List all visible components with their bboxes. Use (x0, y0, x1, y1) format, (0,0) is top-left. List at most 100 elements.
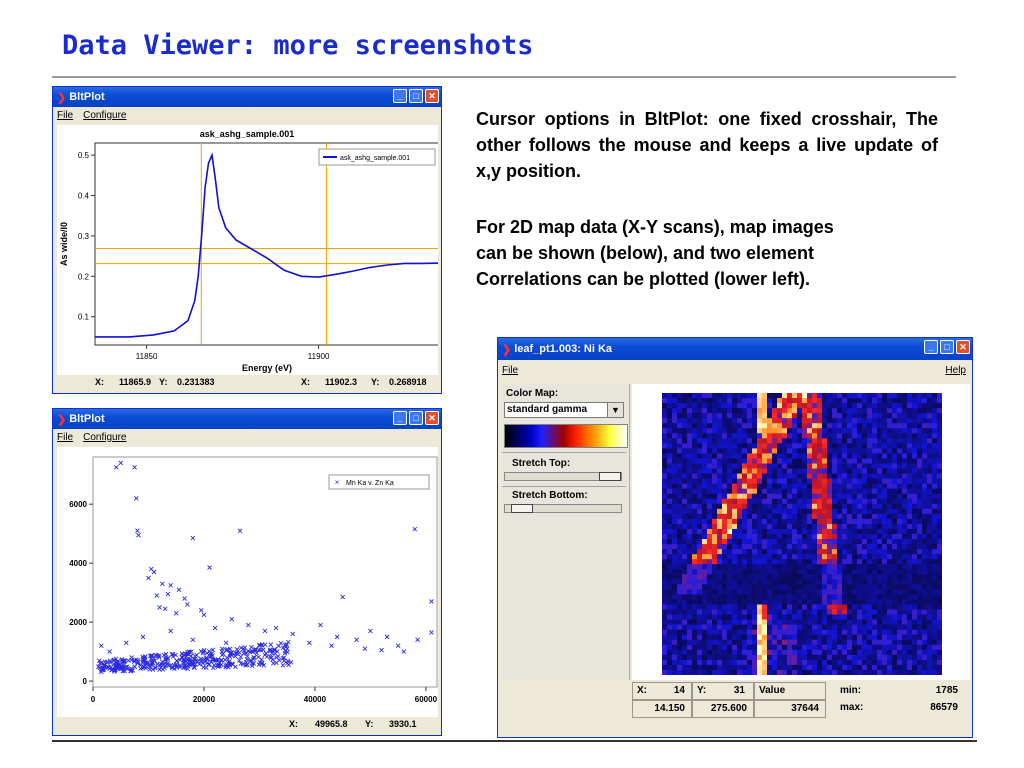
map-pixel (937, 669, 942, 675)
map-pixel (702, 508, 708, 515)
plot-area[interactable]: ask_ashg_sample.001 0.1 0.2 0.3 0.4 0.5 11850 1… (57, 125, 440, 375)
map-pixel (672, 398, 678, 404)
map-pixel (752, 649, 758, 656)
map-pixel (862, 463, 868, 469)
map-pixel (787, 468, 793, 474)
window-titlebar[interactable]: ❯ leaf_pt1.003: Ni Ka _ □ ✕ (498, 338, 972, 360)
map-pixel (737, 654, 743, 661)
maximize-button[interactable]: □ (409, 89, 423, 103)
menu-file[interactable]: File (502, 364, 519, 376)
map-pixel (837, 539, 843, 545)
map-pixel (937, 644, 942, 651)
status-y-label-2: Y: (371, 377, 380, 387)
map-pixel (872, 534, 878, 540)
map-pixel (682, 564, 688, 570)
map-pixel (902, 579, 908, 585)
map-pixel (702, 493, 708, 500)
map-pixel (827, 544, 833, 550)
menu-file[interactable]: File (57, 109, 74, 121)
map-pixel (767, 393, 773, 399)
map-pixel (732, 589, 738, 595)
slider-thumb[interactable] (511, 504, 533, 513)
map-pixel (832, 513, 838, 520)
map-pixel (727, 639, 733, 646)
window-titlebar[interactable]: ❯ BltPlot _ □ ✕ (53, 409, 441, 429)
colormap-value: standard gamma (507, 404, 588, 415)
map-pixel (792, 448, 798, 454)
map-pixel (682, 498, 688, 505)
map-pixel (727, 438, 733, 444)
stretch-bottom-slider[interactable] (504, 504, 622, 513)
maximize-button[interactable]: □ (940, 340, 954, 354)
window-titlebar[interactable]: ❯ BltPlot _ □ ✕ (53, 87, 441, 107)
map-pixel (862, 559, 868, 565)
map-pixel (702, 403, 708, 409)
map-pixel (782, 483, 788, 489)
map-pixel (922, 433, 928, 439)
map-pixel (717, 493, 723, 500)
map-pixel (797, 534, 803, 540)
chevron-down-icon[interactable]: ▼ (607, 403, 623, 417)
map-pixel (787, 523, 793, 530)
map-pixel (937, 508, 942, 515)
info-x-label: X: (637, 685, 647, 696)
close-button[interactable]: ✕ (425, 89, 439, 103)
colormap-select[interactable]: standard gamma ▼ (504, 402, 624, 418)
minimize-button[interactable]: _ (924, 340, 938, 354)
map-pixel (712, 539, 718, 545)
map-pixel (852, 468, 858, 474)
map-pixel (892, 488, 898, 495)
element-map-image[interactable] (662, 393, 942, 675)
menu-configure[interactable]: Configure (83, 431, 127, 443)
map-pixel (737, 463, 743, 469)
map-pixel (717, 534, 723, 540)
stretch-top-slider[interactable] (504, 472, 622, 481)
map-pixel (837, 584, 843, 590)
map-pixel (802, 564, 808, 570)
map-pixel (742, 483, 748, 489)
map-pixel (667, 629, 673, 636)
map-pixel (822, 393, 828, 399)
data-point (412, 526, 418, 532)
menu-configure[interactable]: Configure (83, 109, 127, 121)
close-button[interactable]: ✕ (425, 411, 439, 425)
menu-file[interactable]: File (57, 431, 74, 443)
minimize-button[interactable]: _ (393, 89, 407, 103)
map-pixel (797, 423, 803, 429)
maximize-button[interactable]: □ (409, 411, 423, 425)
data-point (102, 659, 108, 665)
map-pixel (742, 403, 748, 409)
map-pixel (832, 438, 838, 444)
map-pixel (762, 624, 768, 630)
minimize-button[interactable]: _ (393, 411, 407, 425)
close-button[interactable]: ✕ (956, 340, 970, 354)
slider-thumb[interactable] (599, 472, 621, 481)
map-pixel (862, 544, 868, 550)
map-pixel (817, 639, 823, 646)
map-pixel (752, 594, 758, 600)
map-pixel (927, 634, 933, 641)
map-pixel (827, 584, 833, 590)
map-pixel (887, 403, 893, 409)
map-pixel (667, 488, 673, 495)
map-pixel (932, 523, 938, 530)
map-pixel (707, 498, 713, 505)
map-pixel-grid[interactable] (662, 393, 942, 675)
map-pixel (702, 453, 708, 459)
map-pixel (827, 398, 833, 404)
menu-help[interactable]: Help (945, 364, 966, 376)
map-pixel (762, 599, 768, 605)
map-pixel (887, 518, 893, 525)
map-pixel (692, 448, 698, 454)
map-pixel (742, 478, 748, 484)
map-pixel (922, 654, 928, 661)
map-pixel (937, 423, 942, 429)
plot-area[interactable]: 0 2000 4000 6000 0 20000 40000 60000 × Mn Ka v. Z… (57, 447, 438, 717)
map-pixel (862, 569, 868, 575)
map-pixel (732, 448, 738, 454)
map-pixel (837, 458, 843, 464)
map-pixel (707, 493, 713, 500)
map-pixel (707, 458, 713, 464)
